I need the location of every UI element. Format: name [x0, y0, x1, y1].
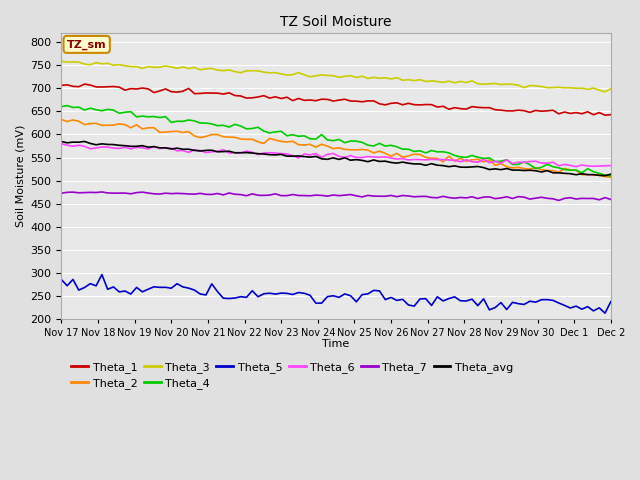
Theta_6 — [132, 144, 140, 150]
Theta_avg — [341, 155, 349, 161]
Theta_2 — [214, 132, 221, 137]
Theta_avg — [601, 173, 609, 179]
Theta_2 — [561, 166, 568, 171]
Line: Theta_5: Theta_5 — [61, 275, 611, 313]
Theta_6 — [335, 154, 343, 159]
Line: Theta_2: Theta_2 — [61, 120, 611, 177]
Theta_4 — [341, 140, 349, 145]
Theta_6 — [561, 162, 568, 168]
Theta_3 — [132, 64, 140, 70]
Theta_1 — [566, 110, 574, 116]
Theta_7 — [358, 194, 366, 200]
Y-axis label: Soil Moisture (mV): Soil Moisture (mV) — [15, 125, 25, 227]
Text: TZ_sm: TZ_sm — [67, 39, 106, 49]
Theta_4 — [300, 133, 308, 139]
Theta_avg — [566, 171, 574, 177]
Theta_1 — [358, 99, 366, 105]
Title: TZ Soil Moisture: TZ Soil Moisture — [280, 15, 392, 29]
Theta_1 — [58, 83, 65, 88]
Theta_6 — [58, 141, 65, 147]
Theta_4 — [63, 103, 71, 108]
Theta_1 — [601, 112, 609, 118]
Theta_5 — [98, 272, 106, 277]
Theta_7 — [138, 189, 146, 195]
Theta_1 — [300, 97, 308, 103]
Theta_1 — [220, 91, 227, 97]
Theta_1 — [81, 81, 88, 87]
Theta_6 — [294, 155, 302, 161]
Theta_6 — [214, 148, 221, 154]
Line: Theta_1: Theta_1 — [61, 84, 611, 115]
Theta_4 — [607, 173, 614, 179]
Theta_7 — [607, 196, 614, 202]
Theta_7 — [98, 189, 106, 195]
Theta_3 — [601, 89, 609, 95]
Theta_4 — [566, 168, 574, 173]
Theta_2 — [294, 142, 302, 147]
Theta_3 — [58, 59, 65, 64]
Theta_6 — [607, 163, 614, 168]
Line: Theta_6: Theta_6 — [61, 144, 611, 167]
Theta_avg — [220, 149, 227, 155]
Theta_2 — [58, 117, 65, 122]
Theta_avg — [300, 154, 308, 159]
Theta_7 — [341, 192, 349, 198]
Theta_2 — [353, 147, 360, 153]
Theta_5 — [138, 289, 146, 295]
Theta_4 — [358, 140, 366, 145]
Theta_avg — [358, 157, 366, 163]
Theta_avg — [81, 139, 88, 144]
Theta_5 — [358, 292, 366, 298]
Legend: Theta_1, Theta_2, Theta_3, Theta_4, Theta_5, Theta_6, Theta_7, Theta_avg: Theta_1, Theta_2, Theta_3, Theta_4, Thet… — [67, 358, 518, 394]
Theta_6 — [572, 164, 580, 169]
Theta_7 — [58, 190, 65, 196]
Theta_5 — [220, 295, 227, 301]
Theta_5 — [58, 277, 65, 283]
Theta_1 — [138, 85, 146, 91]
Theta_1 — [607, 112, 614, 118]
Theta_3 — [353, 74, 360, 80]
Theta_3 — [335, 74, 343, 80]
Theta_7 — [555, 198, 563, 204]
Theta_3 — [214, 67, 221, 73]
Theta_avg — [58, 139, 65, 144]
Theta_4 — [58, 104, 65, 109]
Theta_3 — [294, 70, 302, 75]
Theta_avg — [607, 171, 614, 177]
Theta_2 — [335, 145, 343, 151]
Theta_5 — [300, 290, 308, 296]
Theta_5 — [566, 305, 574, 311]
Theta_3 — [607, 86, 614, 92]
Theta_5 — [601, 311, 609, 316]
Theta_4 — [220, 122, 227, 128]
Theta_6 — [353, 155, 360, 160]
Line: Theta_avg: Theta_avg — [61, 142, 611, 176]
Theta_3 — [561, 85, 568, 91]
Line: Theta_4: Theta_4 — [61, 106, 611, 176]
X-axis label: Time: Time — [323, 339, 349, 349]
Line: Theta_7: Theta_7 — [61, 192, 611, 201]
Theta_7 — [572, 196, 580, 202]
Theta_4 — [138, 113, 146, 119]
Theta_5 — [607, 299, 614, 304]
Theta_2 — [132, 122, 140, 128]
Line: Theta_3: Theta_3 — [61, 61, 611, 92]
Theta_2 — [607, 174, 614, 180]
Theta_7 — [300, 192, 308, 198]
Theta_5 — [341, 291, 349, 297]
Theta_7 — [220, 192, 227, 198]
Theta_avg — [138, 143, 146, 148]
Theta_1 — [341, 96, 349, 102]
